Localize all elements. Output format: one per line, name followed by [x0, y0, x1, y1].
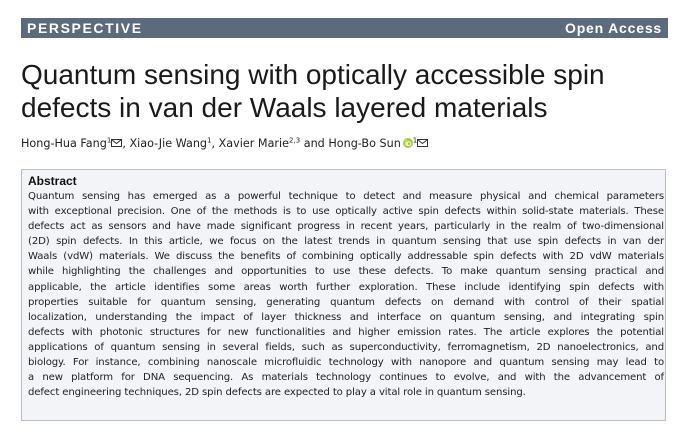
abstract-body: Quantum sensing has emerged as a powerfu…: [28, 189, 664, 400]
abstract-line: defect engineering techniques, 2D spin d…: [28, 387, 526, 399]
abstract-line: applicable, the article identifies some …: [28, 281, 664, 293]
article-title: Quantum sensing with optically accessibl…: [21, 58, 681, 124]
abstract-line: (2D) spin defects. In this article, we f…: [28, 236, 664, 248]
envelope-icon[interactable]: [417, 139, 429, 147]
abstract-line: with exceptional precision. One of the m…: [28, 206, 664, 218]
abstract-line: properties suitable for quantum sensing,…: [28, 296, 664, 308]
abstract-line: Waals (vdW) materials. We discuss the be…: [28, 251, 664, 263]
author-name[interactable]: Xiao-Jie Wang: [129, 137, 208, 150]
abstract-line: while highlighting the challenges and op…: [28, 266, 664, 278]
author-list: Hong-Hua Fang1, Xiao-Jie Wang1, Xavier M…: [21, 136, 429, 150]
envelope-icon[interactable]: [111, 139, 123, 147]
abstract-line: applications of quantum sensing in sever…: [28, 341, 664, 353]
abstract-line: Quantum sensing has emerged as a powerfu…: [28, 191, 664, 202]
title-line: defects in van der Waals layered materia…: [21, 92, 548, 123]
abstract-line: defects with photonic structures for new…: [28, 326, 664, 338]
author-name[interactable]: Xavier Marie: [218, 137, 290, 150]
abstract-heading: Abstract: [28, 174, 77, 188]
article-type-banner: PERSPECTIVE Open Access: [21, 18, 668, 38]
title-line: Quantum sensing with optically accessibl…: [21, 59, 605, 90]
abstract-box: Abstract Quantum sensing has emerged as …: [21, 169, 666, 421]
author-affiliation: 1: [207, 136, 212, 145]
abstract-line: defects act as sensors and have made sig…: [28, 221, 664, 233]
abstract-line: biology. For instance, combining nanosca…: [28, 357, 664, 369]
orcid-icon[interactable]: [402, 138, 413, 148]
abstract-line: localization, understanding the impact o…: [28, 311, 664, 323]
open-access-label[interactable]: Open Access: [565, 20, 662, 36]
author-affiliation: 2,3: [289, 136, 301, 145]
author-affiliation: 1: [106, 136, 112, 145]
article-type-label: PERSPECTIVE: [27, 20, 143, 36]
author-affiliation: 1: [412, 136, 418, 145]
abstract-line: a new platform for DNA sequencing. As ma…: [28, 372, 664, 384]
author-name[interactable]: Hong-Bo Sun: [328, 137, 401, 150]
author-name[interactable]: Hong-Hua Fang: [21, 137, 107, 150]
